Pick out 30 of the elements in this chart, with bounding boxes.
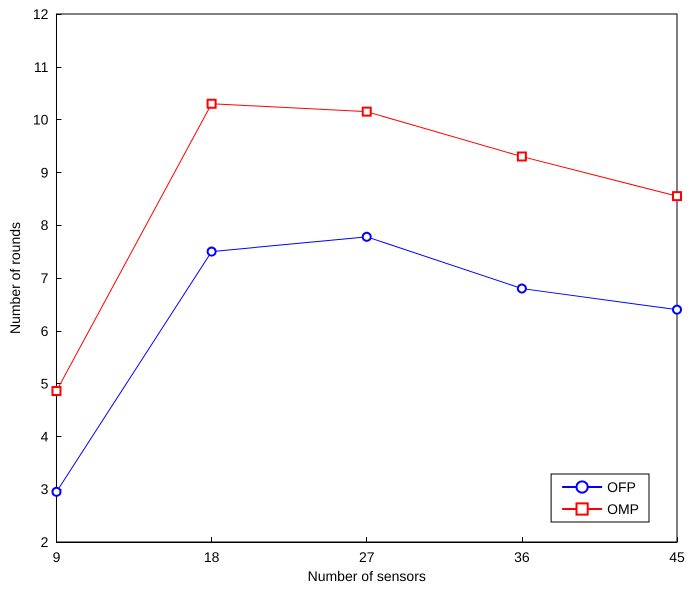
point [362, 106, 372, 117]
y-tick-label: 12 [32, 6, 49, 22]
y-tick-label: 6 [40, 322, 49, 339]
point [206, 246, 217, 257]
y-axis-title: Number of rounds [7, 222, 23, 334]
x-tick-label: 9 [52, 549, 61, 565]
y-tick-label: 5 [40, 376, 49, 392]
legend-label: OFP [607, 479, 636, 495]
y-tick-label: 2 [40, 534, 49, 550]
y-tick-label: 3 [40, 481, 49, 498]
x-axis-title: Number of sensors [308, 568, 426, 584]
y-tick-label: 9 [40, 164, 49, 180]
point [516, 284, 527, 294]
point [516, 152, 527, 162]
y-tick-label: 10 [32, 112, 49, 128]
point [206, 98, 217, 109]
y-tick-label: 4 [40, 428, 49, 444]
y-tick-label: 7 [40, 270, 49, 286]
x-tick-label: 45 [669, 549, 685, 565]
point [362, 232, 372, 242]
y-tick-label: 8 [40, 217, 49, 234]
point [672, 304, 682, 315]
point [51, 486, 62, 497]
point [672, 191, 682, 202]
y-tick-label: 11 [34, 58, 49, 75]
x-tick-label: 27 [358, 549, 375, 565]
legend-label: OMP [607, 501, 639, 517]
x-tick-label: 18 [204, 549, 220, 565]
x-tick-label: 36 [514, 549, 530, 565]
point [51, 386, 62, 396]
